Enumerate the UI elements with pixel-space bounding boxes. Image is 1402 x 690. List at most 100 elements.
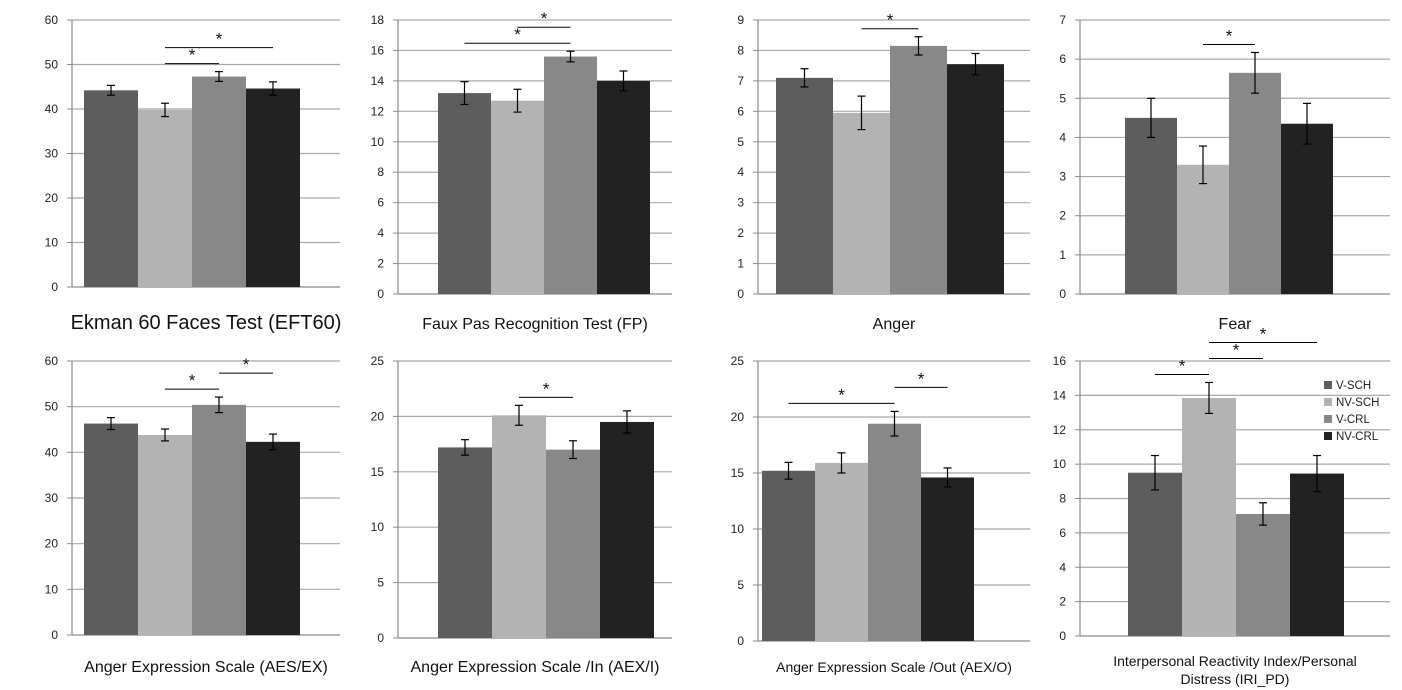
bar-nv-sch bbox=[833, 112, 890, 294]
y-tick-label: 6 bbox=[1059, 526, 1066, 540]
bar-nv-crl bbox=[1290, 473, 1344, 636]
y-tick-label: 8 bbox=[737, 43, 744, 57]
chart-panel-8: 0 2 4 6 8 10 12 14 16 * * * Interpersonal Reactivity… bbox=[1053, 324, 1390, 687]
chart-title: Interpersonal Reactivity Index/Personal bbox=[1113, 653, 1357, 669]
y-tick-label: 0 bbox=[377, 287, 384, 301]
y-tick-label: 8 bbox=[1059, 492, 1066, 506]
y-tick-label: 2 bbox=[377, 257, 384, 271]
legend-swatch-v-crl bbox=[1324, 415, 1332, 423]
bar-v-crl bbox=[192, 404, 246, 635]
y-tick-label: 4 bbox=[737, 165, 744, 179]
y-tick-label: 30 bbox=[45, 491, 59, 505]
y-tick-label: 2 bbox=[737, 226, 744, 240]
y-tick-label: 6 bbox=[737, 104, 744, 118]
significance-marker: * bbox=[838, 385, 845, 404]
y-tick-label: 14 bbox=[371, 74, 385, 88]
y-tick-label: 0 bbox=[1059, 287, 1066, 301]
bar-nv-sch bbox=[1182, 397, 1236, 636]
y-tick-label: 3 bbox=[1059, 170, 1066, 184]
chart-title: Ekman 60 Faces Test (EFT60) bbox=[71, 312, 342, 334]
legend-swatch-nv-crl bbox=[1324, 432, 1332, 440]
y-tick-label: 60 bbox=[45, 13, 59, 27]
bar-v-sch bbox=[438, 447, 492, 638]
bar-nv-crl bbox=[246, 88, 300, 287]
y-tick-label: 5 bbox=[737, 135, 744, 149]
y-tick-label: 50 bbox=[45, 58, 59, 72]
y-tick-label: 4 bbox=[1059, 130, 1066, 144]
y-tick-label: 5 bbox=[377, 576, 384, 590]
chart-title: Anger Expression Scale /In (AEX/I) bbox=[411, 659, 660, 676]
y-tick-label: 10 bbox=[45, 236, 59, 250]
bar-nv-crl bbox=[600, 421, 654, 638]
y-tick-label: 0 bbox=[737, 287, 744, 301]
y-tick-label: 0 bbox=[51, 628, 58, 642]
bar-v-sch bbox=[438, 93, 491, 294]
bar-nv-sch bbox=[491, 100, 544, 294]
y-tick-label: 8 bbox=[377, 165, 384, 179]
bar-nv-sch bbox=[815, 462, 868, 641]
y-tick-label: 20 bbox=[731, 410, 745, 424]
y-tick-label: 14 bbox=[1053, 388, 1067, 402]
y-tick-label: 15 bbox=[371, 465, 385, 479]
chart-panel-1: 0 10 20 30 40 50 60 * * Ekman 60 Faces Test (EFT6… bbox=[45, 13, 342, 334]
bar-v-crl bbox=[1229, 72, 1281, 294]
bar-nv-crl bbox=[1281, 123, 1333, 294]
significance-marker: * bbox=[543, 379, 550, 398]
y-tick-label: 6 bbox=[377, 196, 384, 210]
legend-swatch-v-sch bbox=[1324, 381, 1332, 389]
bar-nv-sch bbox=[1177, 164, 1229, 294]
bar-nv-crl bbox=[921, 477, 974, 641]
chart-title: Anger bbox=[873, 316, 916, 333]
y-tick-label: 3 bbox=[737, 196, 744, 210]
y-tick-label: 0 bbox=[737, 634, 744, 648]
y-tick-label: 9 bbox=[737, 13, 744, 27]
y-tick-label: 10 bbox=[1053, 457, 1067, 471]
bar-nv-crl bbox=[246, 441, 300, 635]
y-tick-label: 18 bbox=[371, 13, 385, 27]
y-tick-label: 7 bbox=[737, 74, 744, 88]
y-tick-label: 25 bbox=[731, 354, 745, 368]
chart-panel-5: 0 10 20 30 40 50 60 * * Anger Expression Scale (A… bbox=[45, 354, 340, 676]
bar-v-sch bbox=[84, 423, 138, 635]
chart-panel-4: 0 1 2 3 4 5 6 7 * Fear bbox=[1059, 13, 1390, 333]
significance-marker: * bbox=[1226, 26, 1233, 45]
significance-marker: * bbox=[541, 9, 548, 28]
chart-panel-7: 0 5 10 15 20 25 * * Anger Expression Scale /Out … bbox=[731, 354, 1030, 675]
y-tick-label: 5 bbox=[737, 578, 744, 592]
bar-v-crl bbox=[868, 423, 921, 641]
bar-nv-sch bbox=[138, 434, 192, 635]
y-tick-label: 2 bbox=[1059, 209, 1066, 223]
bar-v-sch bbox=[762, 470, 815, 641]
bar-v-crl bbox=[1236, 513, 1290, 636]
significance-marker: * bbox=[1179, 356, 1186, 375]
y-tick-label: 30 bbox=[45, 147, 59, 161]
y-tick-label: 60 bbox=[45, 354, 59, 368]
y-tick-label: 20 bbox=[45, 191, 59, 205]
bar-nv-crl bbox=[597, 80, 650, 294]
legend-swatch-nv-sch bbox=[1324, 398, 1332, 406]
bar-nv-sch bbox=[492, 415, 546, 638]
y-tick-label: 20 bbox=[371, 409, 385, 423]
y-tick-label: 10 bbox=[371, 135, 385, 149]
chart-title: Faux Pas Recognition Test (FP) bbox=[422, 316, 648, 333]
significance-marker: * bbox=[514, 25, 521, 44]
y-tick-label: 0 bbox=[377, 631, 384, 645]
y-tick-label: 0 bbox=[1059, 629, 1066, 643]
significance-marker: * bbox=[216, 30, 223, 49]
significance-marker: * bbox=[189, 46, 196, 65]
y-tick-label: 10 bbox=[45, 582, 59, 596]
y-tick-label: 12 bbox=[1053, 423, 1067, 437]
legend-label: NV-CRL bbox=[1336, 431, 1379, 443]
significance-marker: * bbox=[189, 371, 196, 390]
y-tick-label: 50 bbox=[45, 400, 59, 414]
y-tick-label: 7 bbox=[1059, 13, 1066, 27]
bar-v-crl bbox=[890, 45, 947, 294]
y-tick-label: 4 bbox=[1059, 560, 1066, 574]
bar-v-sch bbox=[1128, 472, 1182, 636]
y-tick-label: 1 bbox=[1059, 248, 1066, 262]
significance-marker: * bbox=[887, 11, 894, 30]
significance-marker: * bbox=[1260, 324, 1267, 343]
y-tick-label: 4 bbox=[377, 226, 384, 240]
y-tick-label: 20 bbox=[45, 537, 59, 551]
chart-panel-3: 0 1 2 3 4 5 6 7 8 9 * Anger bbox=[737, 11, 1030, 333]
